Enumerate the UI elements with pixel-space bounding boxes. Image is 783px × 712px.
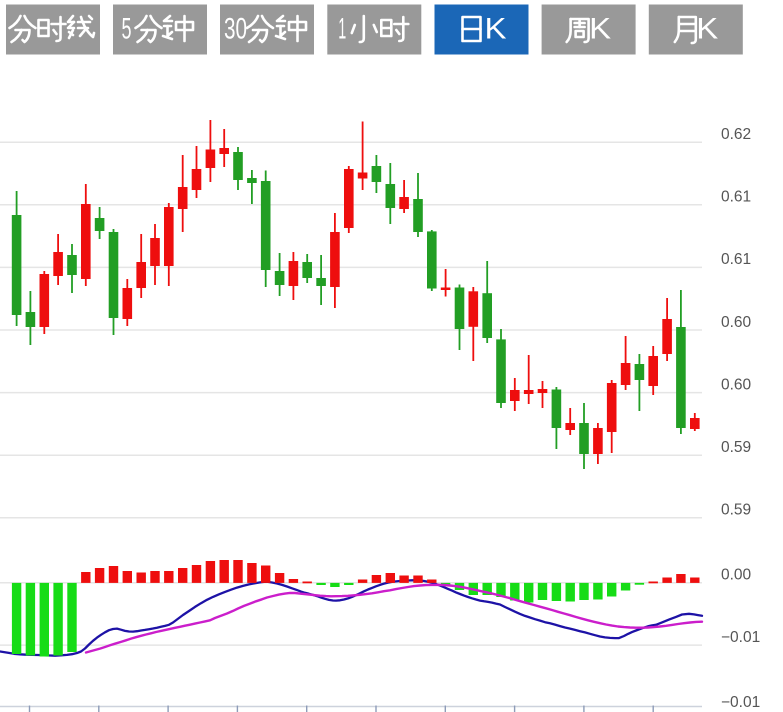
svg-text:0.60: 0.60 <box>721 314 752 331</box>
svg-text:−0.01: −0.01 <box>721 694 760 711</box>
svg-text:K: K <box>589 13 611 46</box>
svg-text:5: 5 <box>122 13 132 46</box>
svg-text:0.59: 0.59 <box>721 502 751 519</box>
svg-text:K: K <box>696 13 718 46</box>
svg-text:K: K <box>485 13 507 46</box>
svg-text:0.00: 0.00 <box>721 567 752 584</box>
svg-text:0.61: 0.61 <box>721 251 751 268</box>
svg-text:30: 30 <box>224 13 247 46</box>
svg-text:0.62: 0.62 <box>721 126 751 143</box>
svg-text:0.60: 0.60 <box>721 376 752 393</box>
svg-text:0.59: 0.59 <box>721 439 751 456</box>
svg-text:−0.01: −0.01 <box>721 629 760 646</box>
svg-text:1: 1 <box>338 13 346 46</box>
svg-text:0.61: 0.61 <box>721 189 751 206</box>
